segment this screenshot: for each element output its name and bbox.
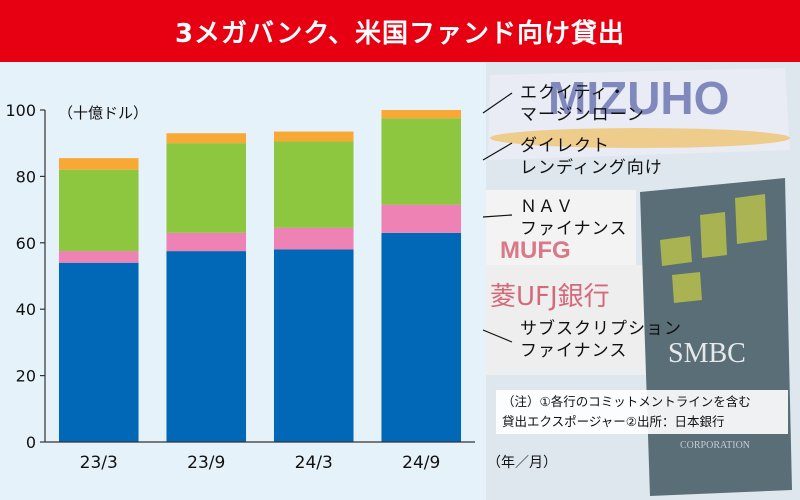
bar-segment [273,227,354,250]
bar-segment [58,262,139,442]
legend-subscription-finance: サブスクリプション ファイナンス [520,318,682,362]
y-tick-label: 40 [16,300,36,319]
footnote-line1: （注）①各行のコミットメントラインを含む [502,394,751,409]
y-unit-label: （十億ドル） [58,104,148,122]
legend-nav-line2: ファイナンス [520,219,628,239]
legend-equity-line2: マージンローン [520,105,645,125]
bar-segment [166,143,247,233]
legend-leader-lines [482,92,513,343]
y-tick-label: 20 [16,367,36,386]
legend-direct-line1: ダイレクト [520,136,610,156]
leader-line [482,92,513,114]
bar-segment [166,251,247,442]
x-tick-label: 24/9 [402,453,440,473]
bar-segment [58,169,139,252]
bar-segment [58,251,139,263]
mufg-bank-logo: 菱UFJ銀行 [490,282,610,312]
chart-title: 3メガバンク、米国ファンド向け貸出 [174,18,626,49]
legend-nav-line1: ＮＡＶ [520,197,574,217]
bar-segment [166,133,247,144]
mizuho-logo: MIZUHO [548,72,729,124]
y-axis: 0 20 40 60 80 100 [5,101,46,452]
bar-segment [381,110,462,119]
x-tick-label: 23/3 [80,453,118,473]
footnote: （注）①各行のコミットメントラインを含む 貸出エクスポージャー②出所：日本銀行 [496,390,788,434]
bar-segment [273,141,354,228]
x-tick-label: 24/3 [295,453,333,473]
footnote-line2: 貸出エクスポージャー②出所：日本銀行 [502,414,725,429]
bar-segment [381,204,462,233]
leader-line [482,214,513,218]
bar-segment [273,249,354,442]
y-tick-label: 0 [26,433,36,452]
y-tick-label: 100 [5,101,36,120]
title-banner: 3メガバンク、米国ファンド向け貸出 [0,0,800,62]
bar-segment [381,118,462,205]
smbc-logo: SMBC [668,338,746,369]
smbc-corporation-text: CORPORATION [680,440,750,451]
legend-direct-lending: ダイレクト レンディング向け [520,135,663,179]
legend-subs-line2: ファイナンス [520,341,628,361]
bar-group [58,110,462,442]
legend-direct-line2: レンディング向け [520,158,663,178]
mufg-logo: MUFG [500,237,571,264]
x-tick-label: 23/9 [187,453,225,473]
legend-equity-line1: エクイティ・ [520,83,627,103]
y-tick-label: 60 [16,234,36,253]
leader-line [482,142,513,161]
bar-segment [273,131,354,142]
legend-nav-finance: ＮＡＶ ファイナンス [520,196,627,240]
x-unit-label: （年／月） [487,455,557,471]
y-tick-label: 80 [16,167,36,186]
bar-segment [381,232,462,442]
legend-subs-line1: サブスクリプション [520,319,682,339]
bar-segment [58,158,139,170]
x-axis: 23/3 23/9 24/3 24/9 [45,441,475,473]
bar-segment [166,232,247,252]
legend-equity-margin-loan: エクイティ・ マージンローン [520,82,645,126]
leader-line [482,329,513,343]
